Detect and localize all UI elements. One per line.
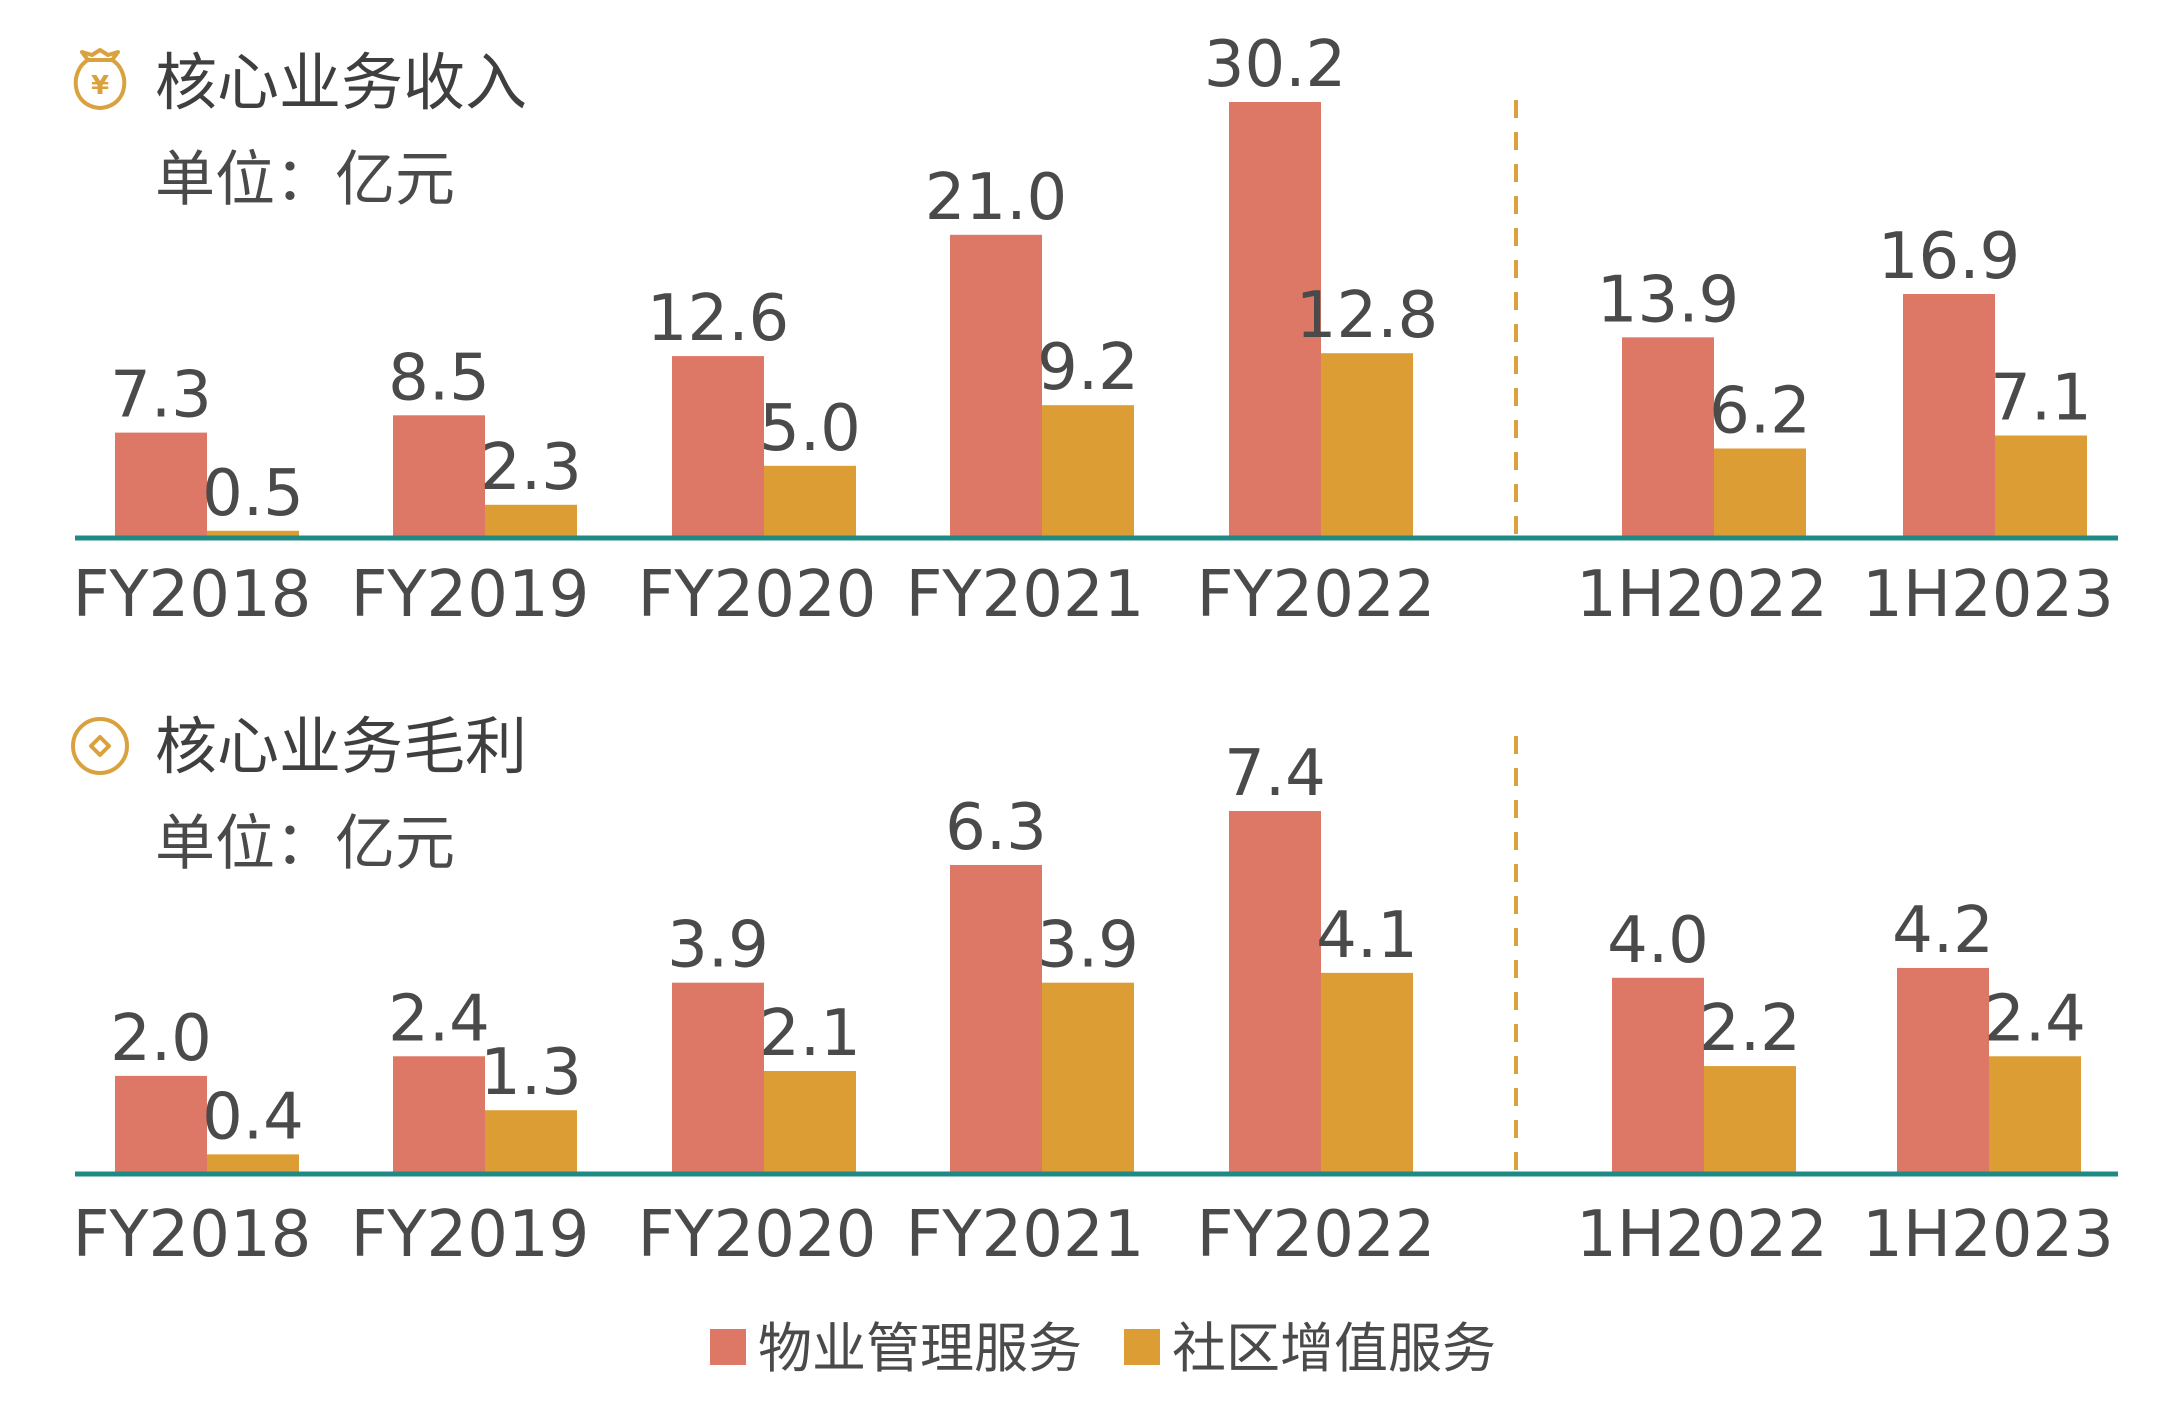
data-label-pm-fy2019: 2.4: [388, 982, 490, 1056]
bar-cva-1h2023: [1989, 1056, 2081, 1174]
data-label-pm-1h2022: 13.9: [1597, 263, 1740, 337]
data-label-pm-fy2018: 2.0: [110, 1002, 212, 1076]
x-tick-label-fy2020: FY2020: [638, 558, 877, 632]
data-label-cva-fy2022: 12.8: [1296, 279, 1439, 353]
legend: 物业管理服务 社区增值服务: [710, 1317, 1496, 1380]
x-tick-label-fy2018: FY2018: [73, 558, 312, 632]
x-tick-label-fy2021: FY2021: [906, 558, 1145, 632]
bar-cva-fy2020: [764, 465, 856, 538]
bar-pm-fy2018: [115, 432, 207, 538]
bar-cva-fy2021: [1042, 982, 1134, 1174]
bar-pm-1h2022: [1622, 337, 1714, 538]
revenue-panel-header: ¥ 核心业务收入 单位：亿元: [73, 46, 527, 215]
bar-pm-fy2018: [115, 1075, 207, 1174]
x-tick-label-1h2023: 1H2023: [1862, 558, 2114, 632]
data-label-cva-fy2020: 5.0: [759, 392, 861, 466]
x-tick-label-1h2023: 1H2023: [1862, 1198, 2114, 1272]
data-label-cva-fy2020: 2.1: [759, 997, 861, 1071]
bar-pm-fy2019: [393, 415, 485, 538]
profit-chart-title: 核心业务毛利: [155, 710, 527, 783]
revenue-chart-unit: 单位：亿元: [155, 145, 455, 215]
data-label-cva-1h2023: 2.4: [1984, 982, 2086, 1056]
x-tick-label-1h2022: 1H2022: [1576, 558, 1828, 632]
legend-swatch-property-management: [710, 1329, 746, 1365]
data-label-cva-fy2018: 0.5: [202, 457, 304, 531]
bar-cva-fy2018: [207, 530, 299, 538]
coin-diamond-icon: [71, 717, 129, 775]
bar-cva-fy2022: [1321, 972, 1413, 1174]
data-label-cva-1h2023: 7.1: [1990, 361, 2092, 435]
data-label-pm-fy2019: 8.5: [388, 341, 490, 415]
data-label-cva-fy2019: 2.3: [480, 431, 582, 505]
x-tick-label-1h2022: 1H2022: [1576, 1198, 1828, 1272]
bar-pm-fy2020: [672, 356, 764, 538]
x-tick-label-fy2021: FY2021: [906, 1198, 1145, 1272]
bar-pm-fy2019: [393, 1056, 485, 1174]
bar-pm-fy2021: [950, 864, 1042, 1174]
data-label-pm-fy2021: 6.3: [945, 791, 1047, 865]
profit-bar-chart: 2.0 2.4 3.9 6.3 7.4 4.0 4.2 0.4 1.3 2.1 3.9 4.1 2.2 2…: [73, 736, 2118, 1272]
bar-cva-fy2019: [485, 504, 577, 538]
bar-cva-1h2022: [1704, 1066, 1796, 1174]
data-label-pm-fy2022: 7.4: [1224, 737, 1326, 811]
data-label-pm-fy2020: 3.9: [667, 909, 769, 983]
data-label-pm-1h2023: 16.9: [1878, 220, 2021, 294]
bar-cva-fy2019: [485, 1110, 577, 1174]
bar-pm-1h2023: [1897, 967, 1989, 1174]
legend-swatch-community-value-added: [1124, 1329, 1160, 1365]
data-label-pm-fy2022: 30.2: [1204, 28, 1347, 102]
bar-pm-1h2022: [1612, 977, 1704, 1174]
bar-cva-fy2020: [764, 1070, 856, 1174]
x-tick-label-fy2018: FY2018: [73, 1198, 312, 1272]
data-label-pm-1h2022: 4.0: [1607, 904, 1709, 978]
revenue-chart-title: 核心业务收入: [155, 46, 527, 119]
legend-label-community-value-added: 社区增值服务: [1172, 1317, 1496, 1380]
bar-pm-fy2020: [672, 982, 764, 1174]
data-label-cva-1h2022: 6.2: [1709, 374, 1811, 448]
data-label-pm-fy2018: 7.3: [110, 359, 212, 433]
x-tick-label-fy2020: FY2020: [638, 1198, 877, 1272]
legend-label-property-management: 物业管理服务: [758, 1317, 1082, 1380]
svg-text:¥: ¥: [91, 71, 109, 101]
legend-item-property-management: 物业管理服务: [710, 1317, 1082, 1380]
data-label-cva-fy2018: 0.4: [202, 1080, 304, 1154]
bar-pm-fy2022: [1229, 102, 1321, 538]
bar-pm-1h2023: [1903, 294, 1995, 538]
data-label-cva-fy2022: 4.1: [1316, 899, 1418, 973]
money-bag-yuan-icon: ¥: [73, 48, 127, 110]
legend-item-community-value-added: 社区增值服务: [1124, 1317, 1496, 1380]
bar-cva-fy2018: [207, 1154, 299, 1174]
x-tick-label-fy2019: FY2019: [351, 558, 590, 632]
x-tick-label-fy2019: FY2019: [351, 1198, 590, 1272]
bar-cva-fy2021: [1042, 405, 1134, 538]
bar-cva-fy2022: [1321, 353, 1413, 538]
data-label-cva-fy2021: 9.2: [1037, 331, 1139, 405]
bar-pm-fy2021: [950, 234, 1042, 538]
data-label-cva-1h2022: 2.2: [1699, 992, 1801, 1066]
data-label-pm-1h2023: 4.2: [1892, 894, 1994, 968]
x-tick-label-fy2022: FY2022: [1197, 1198, 1436, 1272]
data-label-cva-fy2021: 3.9: [1037, 909, 1139, 983]
bar-pm-fy2022: [1229, 811, 1321, 1174]
data-label-pm-fy2020: 12.6: [647, 282, 790, 356]
bar-cva-1h2022: [1714, 448, 1806, 538]
data-label-cva-fy2019: 1.3: [480, 1036, 582, 1110]
x-tick-label-fy2022: FY2022: [1197, 558, 1436, 632]
data-label-pm-fy2021: 21.0: [925, 161, 1068, 235]
bar-cva-1h2023: [1995, 435, 2087, 538]
profit-panel-header: 核心业务毛利 单位：亿元: [71, 710, 527, 879]
revenue-bar-chart: 7.3 8.5 12.6 21.0 30.2 13.9 16.9 0.5 2.3 5.0 9.2 12…: [73, 28, 2118, 632]
profit-chart-unit: 单位：亿元: [155, 809, 455, 879]
